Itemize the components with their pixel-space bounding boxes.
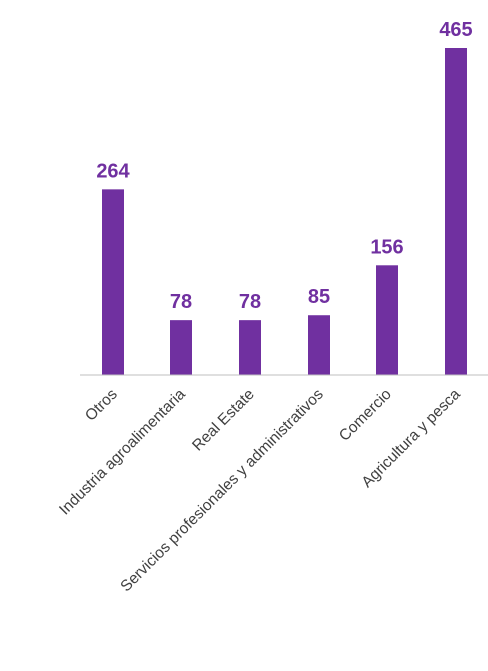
value-label-4: 156 [370,236,403,258]
value-label-5: 465 [439,19,472,41]
bar-3 [308,315,330,375]
category-label-0: Otros [82,386,121,425]
bars-group [102,48,467,375]
bar-4 [376,265,398,375]
category-label-2: Real Estate [189,386,258,455]
category-label-4: Comercio [336,386,395,445]
value-labels-group: 264 78 78 85 156 465 [96,19,472,313]
bar-5 [445,48,467,375]
value-label-0: 264 [96,160,130,182]
bar-1 [170,320,192,375]
value-label-2: 78 [239,291,261,313]
category-label-1: Industria agroalimentaria [56,386,189,519]
value-label-3: 85 [308,286,330,308]
bar-0 [102,189,124,375]
bar-2 [239,320,261,375]
value-label-1: 78 [170,291,192,313]
